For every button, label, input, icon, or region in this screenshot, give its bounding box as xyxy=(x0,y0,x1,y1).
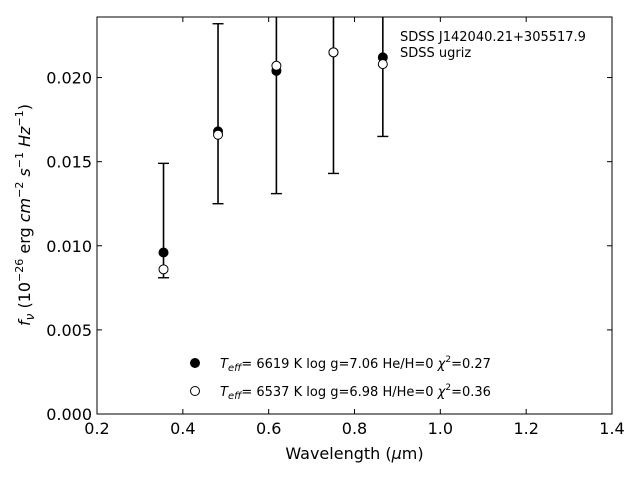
x-tick-label: 0.2 xyxy=(84,419,109,438)
legend-marker-filled xyxy=(190,358,200,368)
svg-text:fν (10−26 erg cm−2 s−1 Hz−1): fν (10−26 erg cm−2 s−1 Hz−1) xyxy=(13,104,37,326)
data-points xyxy=(158,47,388,275)
legend-entry-1: Teff= 6619 K log g=7.06 He/H=0 χ2=0.27 xyxy=(220,355,491,374)
x-tick-label: 1.2 xyxy=(513,419,538,438)
error-bars xyxy=(158,17,389,279)
model-point-open xyxy=(213,129,224,140)
plot-frame xyxy=(96,16,613,415)
model-point-open xyxy=(377,59,388,70)
y-tick-label: 0.000 xyxy=(46,405,92,424)
legend-marker-open xyxy=(190,386,200,396)
x-axis-label: Wavelength (μm) xyxy=(285,444,423,463)
y-tick-label: 0.020 xyxy=(46,69,92,88)
legend: Teff= 6619 K log g=7.06 He/H=0 χ2=0.27 T… xyxy=(190,355,491,402)
model-point-open xyxy=(158,264,169,275)
y-tick-label: 0.010 xyxy=(46,237,92,256)
x-tick-label: 1.4 xyxy=(599,419,624,438)
x-axis: 0.2 0.4 0.6 0.8 1.0 1.2 1.4 xyxy=(84,17,625,438)
y-axis: 0.000 0.005 0.010 0.015 0.020 xyxy=(46,69,612,424)
survey-annotation: SDSS ugriz xyxy=(400,46,471,61)
model-point-filled xyxy=(158,247,169,258)
model-point-open xyxy=(328,47,339,58)
x-tick-label: 0.8 xyxy=(342,419,367,438)
object-name-annotation: SDSS J142040.21+305517.9 xyxy=(400,30,586,45)
legend-entry-2: Teff= 6537 K log g=6.98 H/He=0 χ2=0.36 xyxy=(220,383,491,402)
y-axis-label: fν (10−26 erg cm−2 s−1 Hz−1) xyxy=(13,104,37,326)
x-tick-label: 0.6 xyxy=(256,419,281,438)
y-tick-label: 0.015 xyxy=(46,153,92,172)
x-tick-label: 1.0 xyxy=(428,419,453,438)
y-tick-label: 0.005 xyxy=(46,321,92,340)
model-point-open xyxy=(271,60,282,71)
x-tick-label: 0.4 xyxy=(170,419,195,438)
